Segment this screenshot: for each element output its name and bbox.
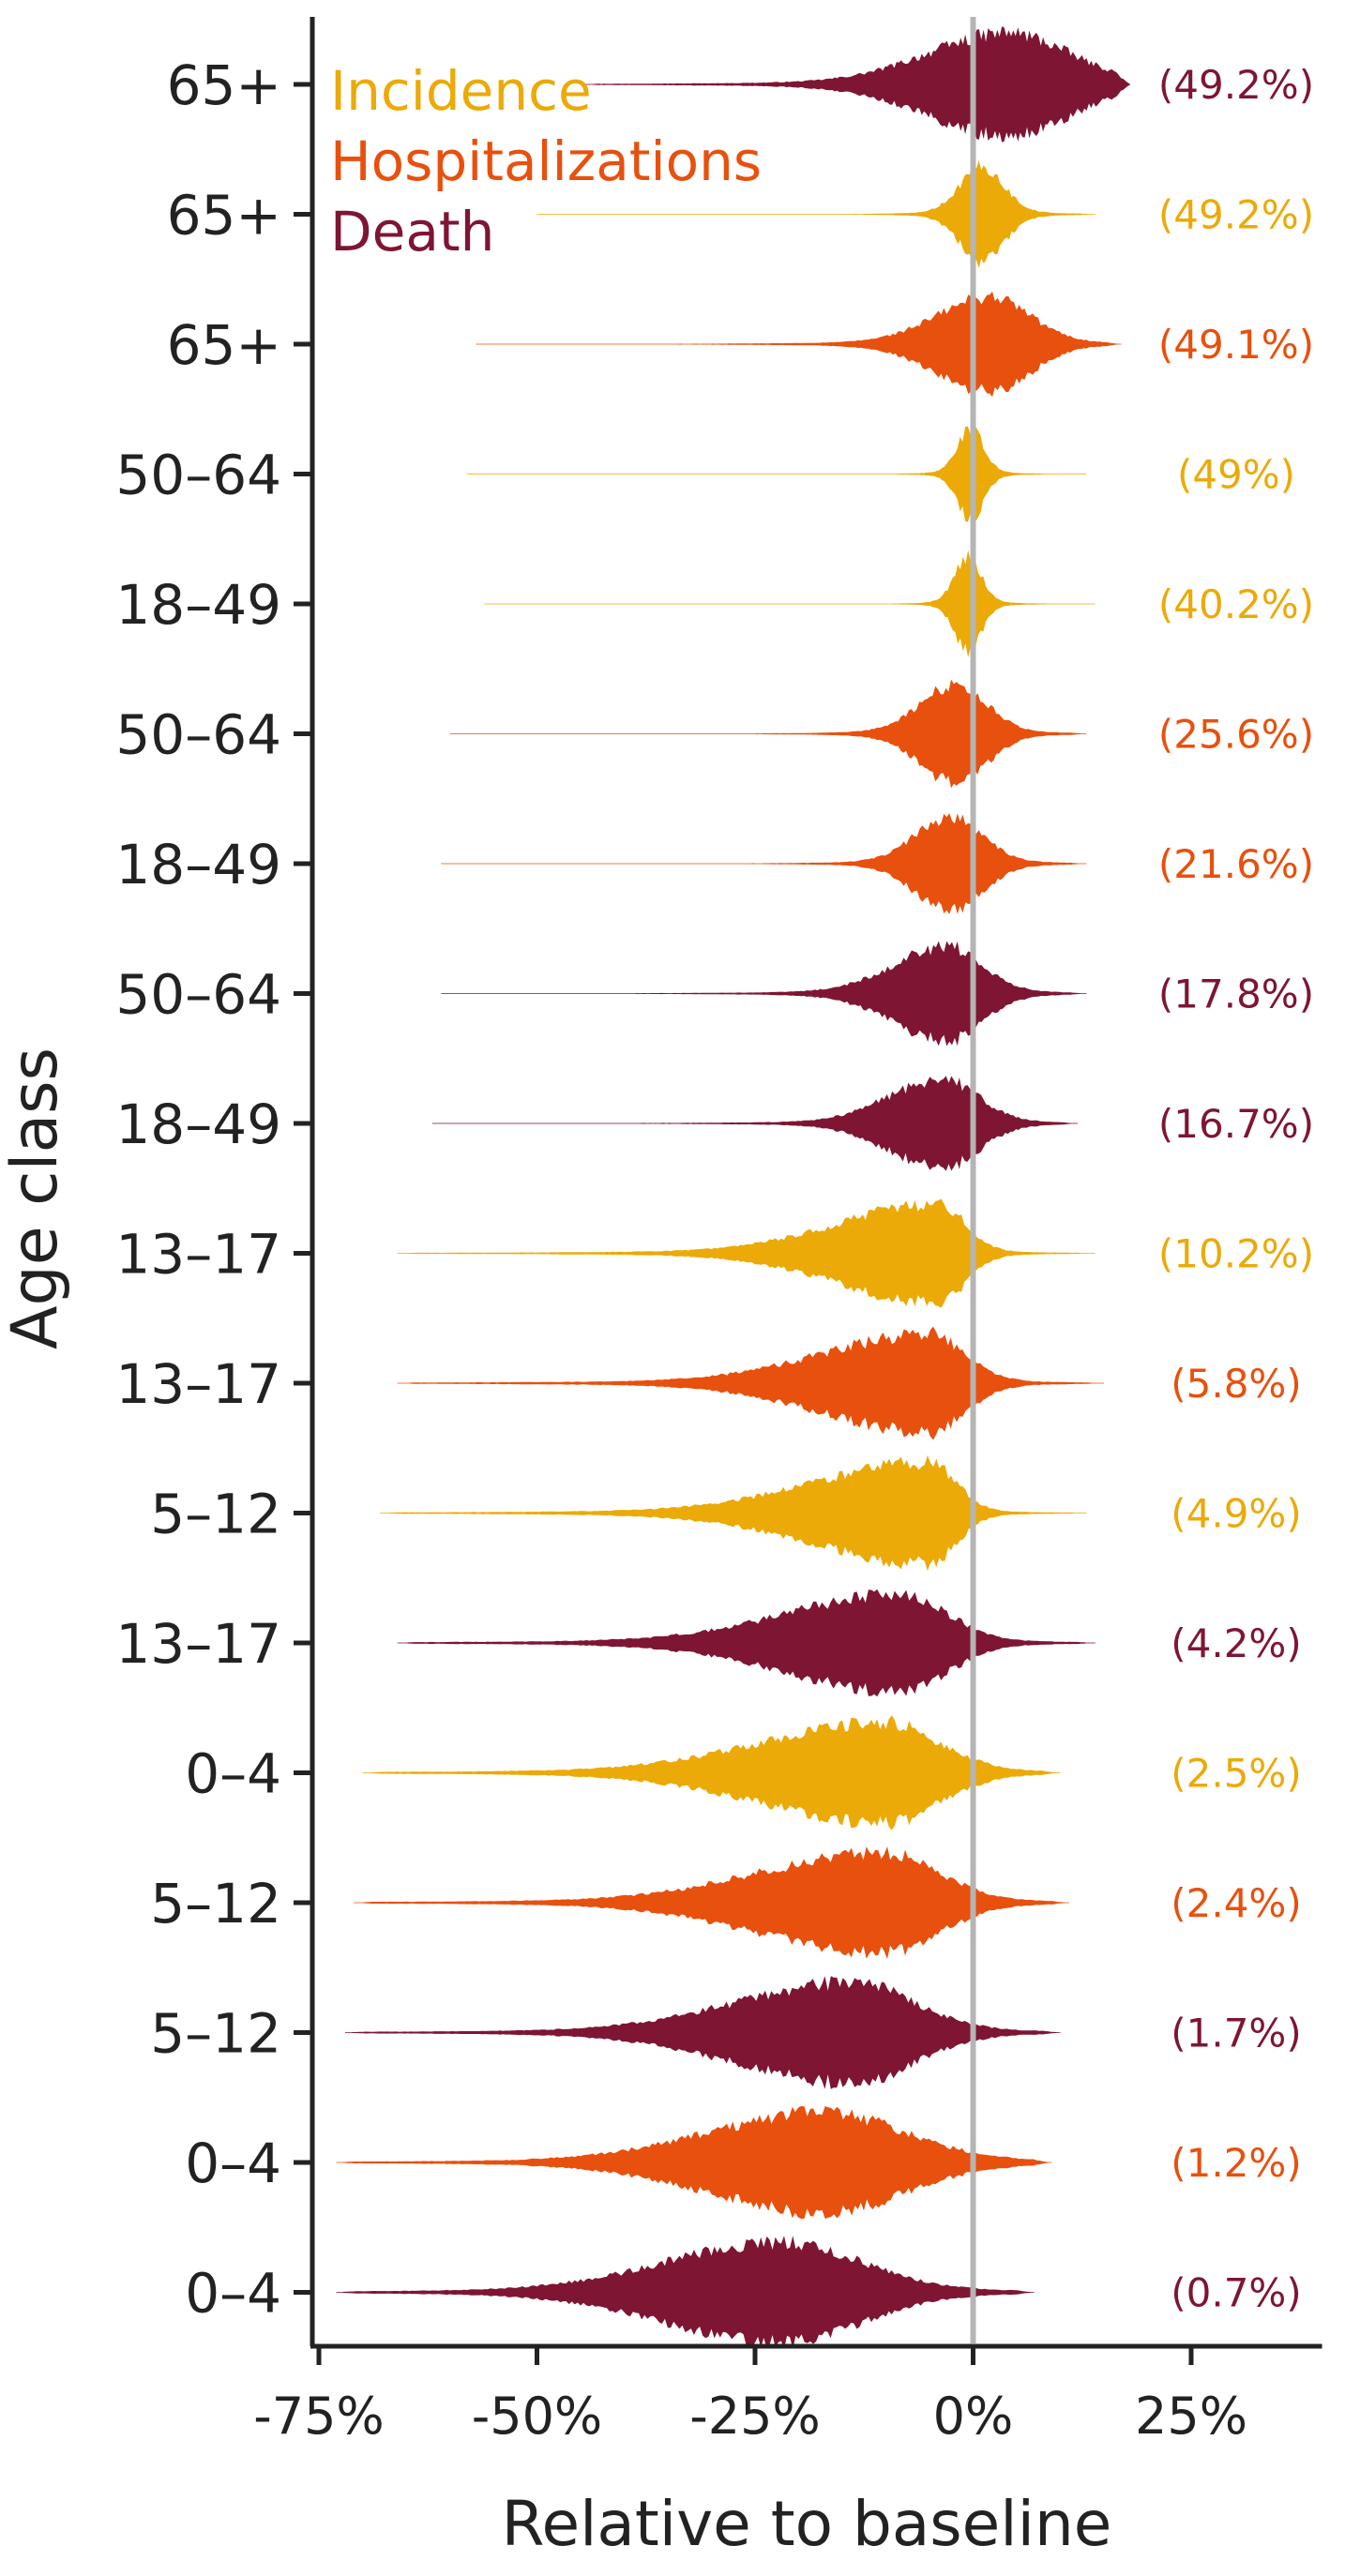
- legend: Incidence Hospitalizations Death: [330, 59, 762, 264]
- y-tick-label: 18–49: [115, 1092, 281, 1156]
- y-axis-ticks: 65+ 65+ 65+ 50–64 18–49 50–64 18–49 50–64 18–49 1…: [115, 53, 312, 2326]
- y-tick-label: 13–17: [115, 1352, 281, 1416]
- y-tick-label: 5–12: [150, 1872, 281, 1936]
- percentage-label: (49.2%): [1158, 62, 1314, 108]
- percentage-labels: (49.2%) (49.2%) (49.1%) (49%) (40.2%) (25.6%)…: [1158, 62, 1314, 2316]
- percentage-label: (0.7%): [1171, 2270, 1301, 2316]
- x-tick-label: -50%: [472, 2387, 603, 2446]
- violin-death-18: [336, 2236, 1035, 2349]
- x-axis-title: Relative to baseline: [502, 2488, 1112, 2560]
- violin-incidence-12: [380, 1454, 1087, 1572]
- y-tick-label: 18–49: [115, 833, 281, 896]
- percentage-label: (40.2%): [1158, 581, 1314, 627]
- y-tick-label: 13–17: [115, 1612, 281, 1676]
- violin-layer: [336, 26, 1130, 2349]
- percentage-label: (2.4%): [1171, 1880, 1301, 1926]
- violin-incidence-10: [397, 1198, 1096, 1308]
- legend-item-incidence: Incidence: [330, 59, 592, 123]
- y-tick-label: 0–4: [185, 2132, 281, 2195]
- percentage-label: (1.2%): [1171, 2140, 1301, 2186]
- legend-item-death: Death: [330, 200, 494, 264]
- y-tick-label: 50–64: [115, 703, 281, 767]
- x-tick-label: -25%: [689, 2387, 821, 2446]
- y-tick-label: 50–64: [115, 444, 281, 507]
- percentage-label: (4.2%): [1171, 1620, 1301, 1666]
- violin-death-9: [431, 1076, 1079, 1171]
- percentage-label: (16.7%): [1158, 1101, 1314, 1147]
- y-tick-label: 65+: [167, 184, 281, 248]
- percentage-label: (25.6%): [1158, 712, 1314, 758]
- violin-hospitalizations-7: [441, 813, 1087, 914]
- percentage-label: (21.6%): [1158, 841, 1314, 887]
- percentage-label: (1.7%): [1171, 2011, 1301, 2056]
- y-tick-label: 0–4: [185, 2262, 281, 2326]
- y-tick-label: 18–49: [115, 573, 281, 637]
- violin-death-13: [397, 1589, 1096, 1697]
- y-tick-label: 5–12: [150, 1483, 281, 1546]
- violin-incidence-2: [536, 160, 1096, 268]
- percentage-label: (4.9%): [1171, 1491, 1301, 1537]
- percentage-label: (49.1%): [1158, 322, 1314, 368]
- violin-hospitalizations-3: [476, 291, 1122, 398]
- x-tick-label: -75%: [253, 2387, 385, 2446]
- violin-death-1: [581, 26, 1130, 143]
- x-axis-ticks: -75% -50% -25% 0% 25%: [253, 2346, 1247, 2446]
- percentage-label: (49%): [1177, 452, 1295, 498]
- violin-hospitalizations-15: [354, 1846, 1069, 1959]
- violin-death-16: [344, 1976, 1061, 2089]
- y-tick-label: 13–17: [115, 1223, 281, 1287]
- violin-death-8: [441, 941, 1087, 1047]
- y-axis-title: Age class: [0, 1047, 72, 1349]
- x-tick-label: 0%: [933, 2387, 1014, 2446]
- x-tick-label: 25%: [1135, 2387, 1247, 2446]
- percentage-label: (5.8%): [1171, 1361, 1301, 1407]
- violin-hospitalizations-11: [397, 1326, 1104, 1440]
- y-tick-label: 65+: [167, 313, 281, 377]
- violin-hospitalizations-17: [336, 2106, 1052, 2219]
- percentage-label: (10.2%): [1158, 1231, 1314, 1277]
- percentage-label: (17.8%): [1158, 972, 1314, 1017]
- violin-incidence-4: [467, 426, 1087, 522]
- y-tick-label: 50–64: [115, 963, 281, 1027]
- violin-hospitalizations-6: [449, 679, 1087, 789]
- violin-incidence-5: [484, 550, 1096, 658]
- legend-item-hospitalizations: Hospitalizations: [330, 129, 762, 193]
- y-tick-label: 5–12: [150, 2002, 281, 2066]
- y-tick-label: 0–4: [185, 1742, 281, 1806]
- y-tick-label: 65+: [167, 53, 281, 117]
- percentage-label: (49.2%): [1158, 192, 1314, 238]
- percentage-label: (2.5%): [1171, 1751, 1301, 1797]
- violin-incidence-14: [362, 1715, 1061, 1830]
